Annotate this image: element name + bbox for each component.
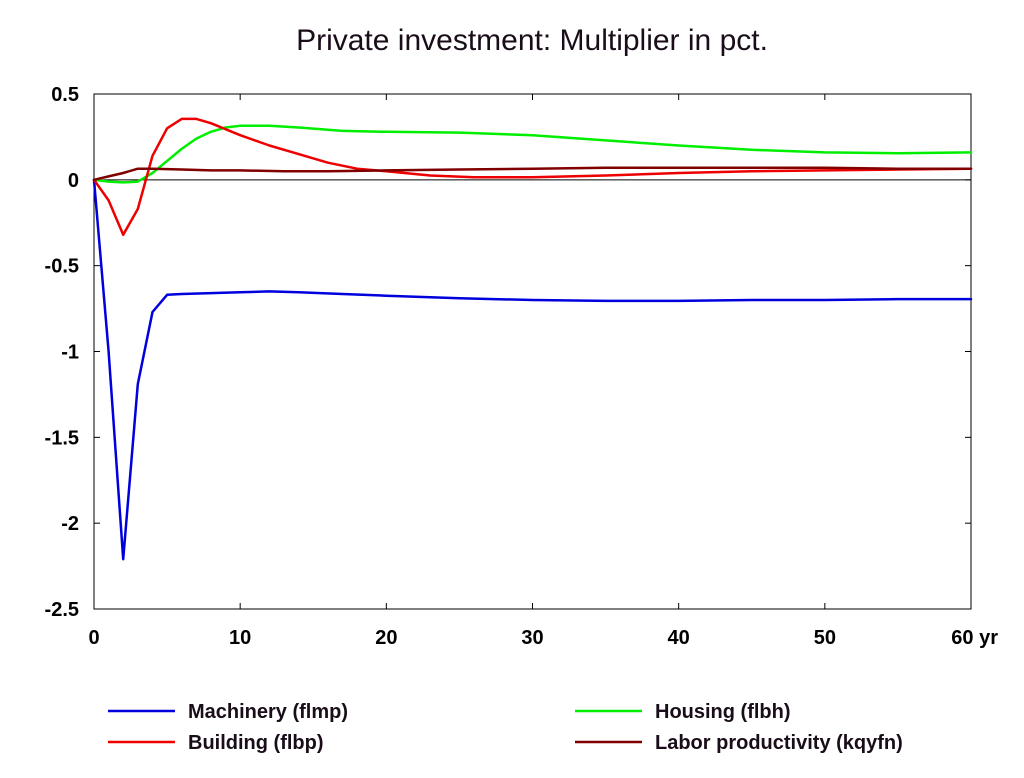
x-tick-label: 50	[814, 627, 836, 649]
chart-title: Private investment: Multiplier in pct.	[296, 24, 768, 57]
x-tick-label: 30	[521, 627, 543, 649]
y-tick-label: -2.5	[45, 599, 79, 621]
y-tick-label: 0.5	[51, 84, 79, 106]
x-tick-label: 60 yr	[951, 627, 998, 649]
y-axis: 0.5 0 -0.5 -1 -1.5 -2 -2.5	[45, 84, 971, 621]
legend-label: Housing (flbh)	[655, 701, 791, 723]
y-tick-label: -1	[61, 342, 79, 364]
series-line-housing-flbh	[92, 124, 973, 184]
y-tick-label: 0	[68, 170, 79, 192]
x-tick-label: 20	[375, 627, 397, 649]
y-tick-label: -1.5	[45, 427, 79, 449]
x-tick-label: 10	[229, 627, 251, 649]
legend: Machinery (flmp) Housing (flbh) Building (…	[108, 701, 903, 754]
y-tick-label: -2	[61, 513, 79, 535]
x-tick-label: 0	[88, 627, 99, 649]
legend-label: Labor productivity (kqyfn)	[655, 732, 903, 754]
x-tick-label: 40	[668, 627, 690, 649]
legend-label: Building (flbp)	[188, 732, 324, 754]
legend-item: Machinery (flmp)	[108, 701, 348, 723]
legend-item: Labor productivity (kqyfn)	[575, 732, 903, 754]
legend-label: Machinery (flmp)	[188, 701, 348, 723]
series-line-machinery-flmp	[92, 178, 973, 561]
y-tick-label: -0.5	[45, 256, 79, 278]
legend-item: Housing (flbh)	[575, 701, 791, 723]
legend-item: Building (flbp)	[108, 732, 324, 754]
series-lines	[92, 117, 973, 561]
series-line-labor-productivity-kqyfn	[92, 166, 973, 182]
series-line-building-flbp	[92, 117, 973, 237]
x-axis: 0 10 20 30 40 50 60 yr	[88, 94, 998, 649]
